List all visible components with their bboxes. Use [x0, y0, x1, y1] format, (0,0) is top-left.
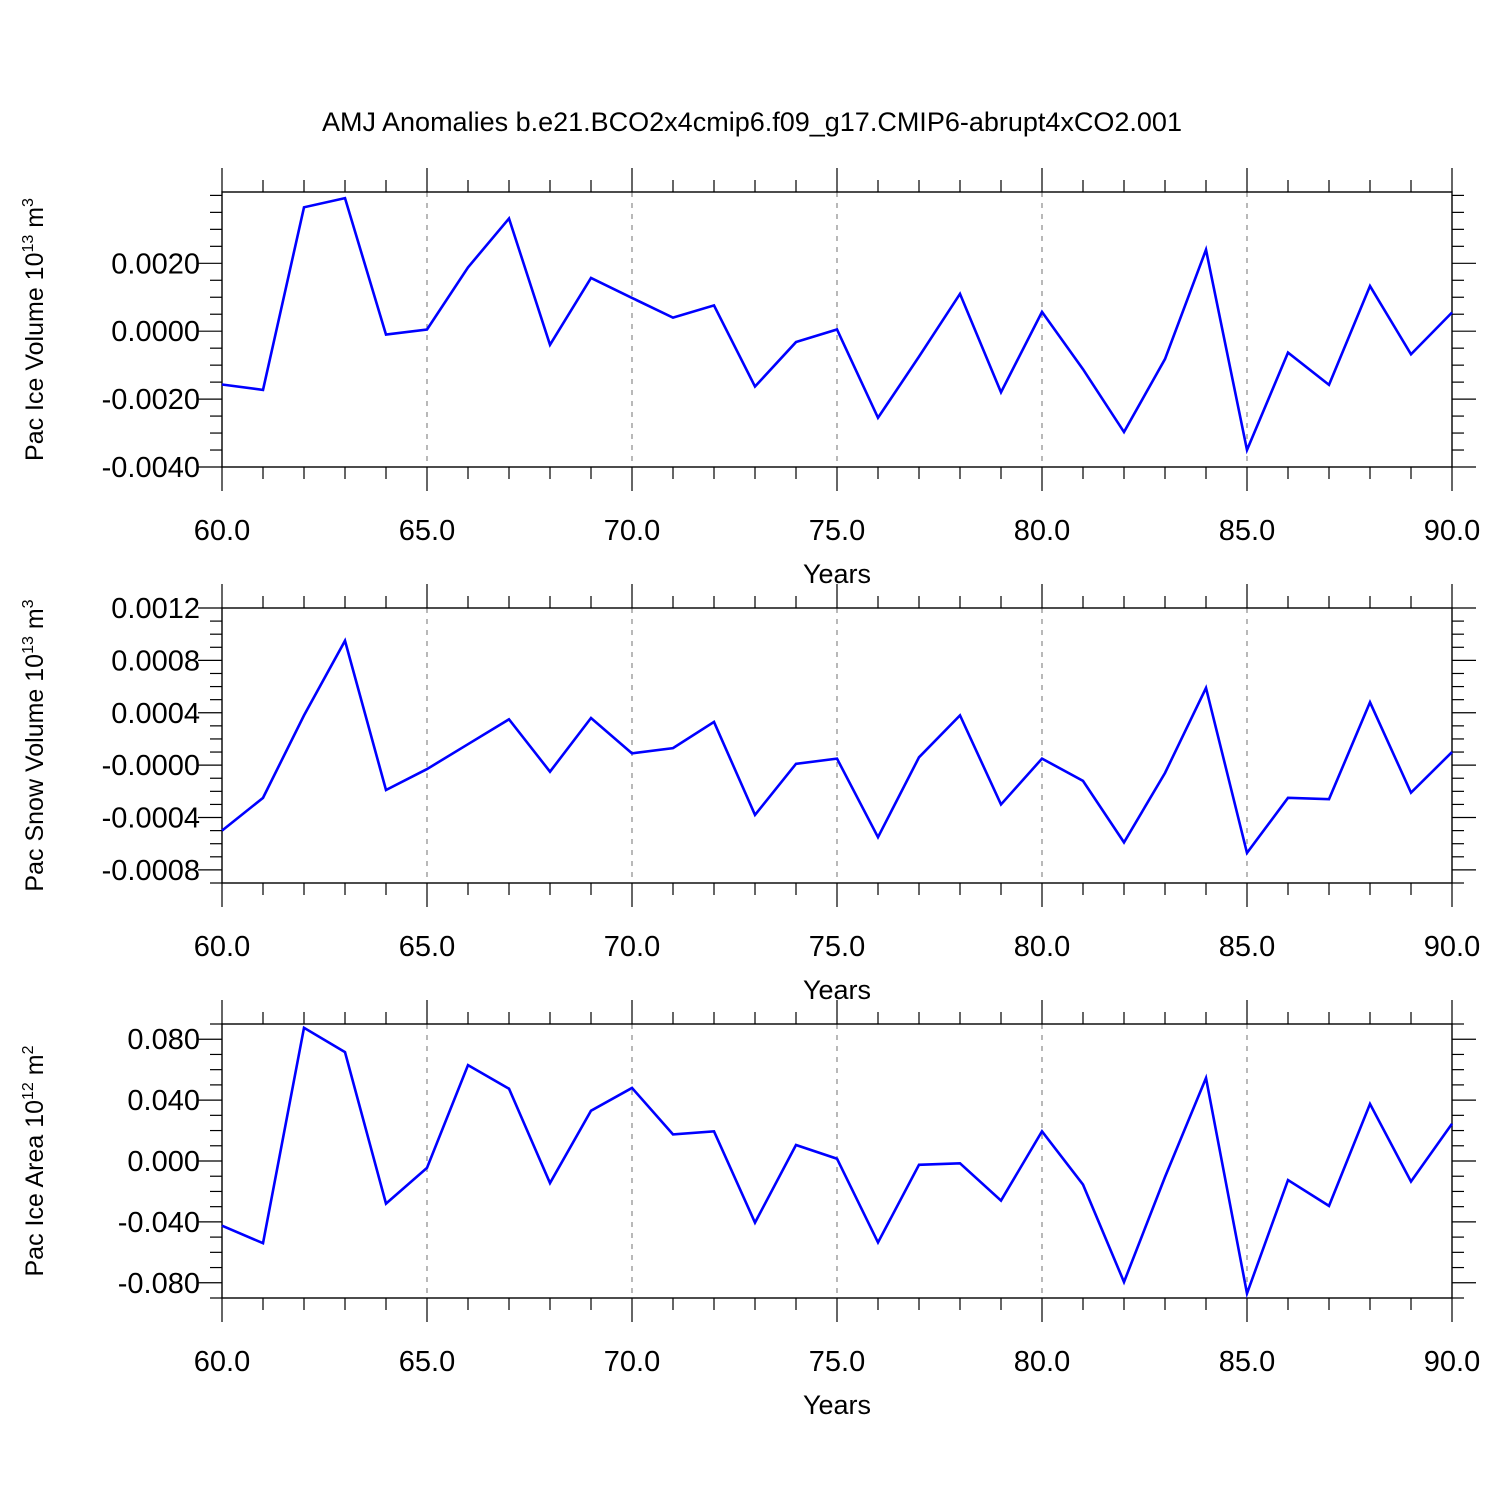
y-axis-title: Pac Ice Volume 1013 m3 [20, 198, 49, 461]
x-tick-label: 75.0 [809, 931, 865, 963]
x-tick-label: 60.0 [194, 515, 250, 547]
x-tick-label: 65.0 [399, 515, 455, 547]
y-tick-label: 0.000 [127, 1146, 200, 1178]
y-axis-title: Pac Snow Volume 1013 m3 [20, 599, 49, 891]
y-axis-title: Pac Ice Area 1012 m2 [20, 1045, 49, 1276]
x-tick-label: 65.0 [399, 931, 455, 963]
y-tick-label: -0.0000 [102, 750, 200, 782]
x-tick-label: 70.0 [604, 515, 660, 547]
chart-panel-1: 60.0 65.0 70.0 75.0 80.0 85.0 90.0 0.0020 0.0000… [20, 168, 1480, 589]
x-tick-label: 90.0 [1424, 931, 1480, 963]
y-tick-label: 0.080 [127, 1024, 200, 1056]
x-tick-label: 70.0 [604, 931, 660, 963]
x-tick-label: 60.0 [194, 931, 250, 963]
chart-panel-3: 60.0 65.0 70.0 75.0 80.0 85.0 90.0 0.080 0.040 0.… [20, 1000, 1480, 1420]
chart-panel-2: 60.0 65.0 70.0 75.0 80.0 85.0 90.0 0.0012 0.0008… [20, 584, 1480, 1005]
x-axis-title: Years [803, 1390, 871, 1420]
y-tick-label: -0.0020 [102, 384, 200, 416]
x-tick-label: 70.0 [604, 1346, 660, 1378]
y-tick-label: -0.0004 [102, 803, 200, 835]
x-tick-label: 80.0 [1014, 515, 1070, 547]
y-tick-label: 0.0008 [111, 645, 200, 677]
series-line [221, 1025, 1454, 1299]
y-tick-label: -0.040 [118, 1207, 200, 1239]
y-tick-label: 0.040 [127, 1085, 200, 1117]
y-tick-label: -0.0040 [102, 452, 200, 484]
x-tick-label: 85.0 [1219, 515, 1275, 547]
x-tick-label: 75.0 [809, 515, 865, 547]
y-tick-label: 0.0020 [111, 248, 200, 280]
y-tick-label: 0.0000 [111, 316, 200, 348]
x-tick-label: 80.0 [1014, 1346, 1070, 1378]
x-tick-label: 80.0 [1014, 931, 1070, 963]
y-tick-label: 0.0004 [111, 698, 200, 730]
x-tick-label: 90.0 [1424, 1346, 1480, 1378]
x-tick-label: 60.0 [194, 1346, 250, 1378]
x-tick-label: 75.0 [809, 1346, 865, 1378]
y-tick-label: -0.080 [118, 1268, 200, 1300]
figure-title: AMJ Anomalies b.e21.BCO2x4cmip6.f09_g17.… [322, 107, 1182, 137]
x-tick-label: 90.0 [1424, 515, 1480, 547]
x-tick-label: 85.0 [1219, 931, 1275, 963]
x-tick-label: 65.0 [399, 1346, 455, 1378]
y-tick-label: 0.0012 [111, 593, 200, 625]
x-tick-label: 85.0 [1219, 1346, 1275, 1378]
y-tick-label: -0.0008 [102, 855, 200, 887]
